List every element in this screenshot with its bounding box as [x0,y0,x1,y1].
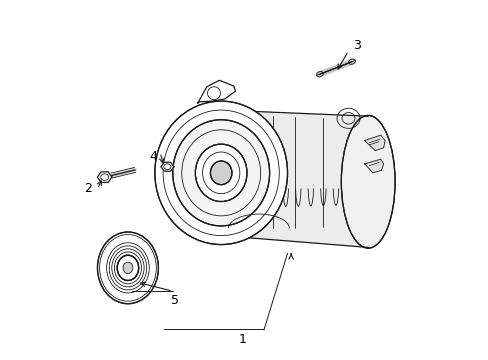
Text: 1: 1 [238,333,246,346]
Ellipse shape [117,255,138,280]
Ellipse shape [155,101,287,244]
Ellipse shape [97,232,158,304]
Text: 3: 3 [353,39,361,52]
Polygon shape [161,162,174,171]
Polygon shape [198,80,235,103]
Ellipse shape [341,116,394,248]
Text: 2: 2 [84,183,92,195]
Ellipse shape [210,161,231,185]
Ellipse shape [172,120,269,226]
Polygon shape [364,135,384,150]
Ellipse shape [195,144,246,202]
Polygon shape [97,172,112,183]
Ellipse shape [123,262,133,274]
Polygon shape [364,159,383,173]
Text: 5: 5 [170,294,178,307]
Polygon shape [221,110,367,247]
Text: 4: 4 [149,150,157,163]
